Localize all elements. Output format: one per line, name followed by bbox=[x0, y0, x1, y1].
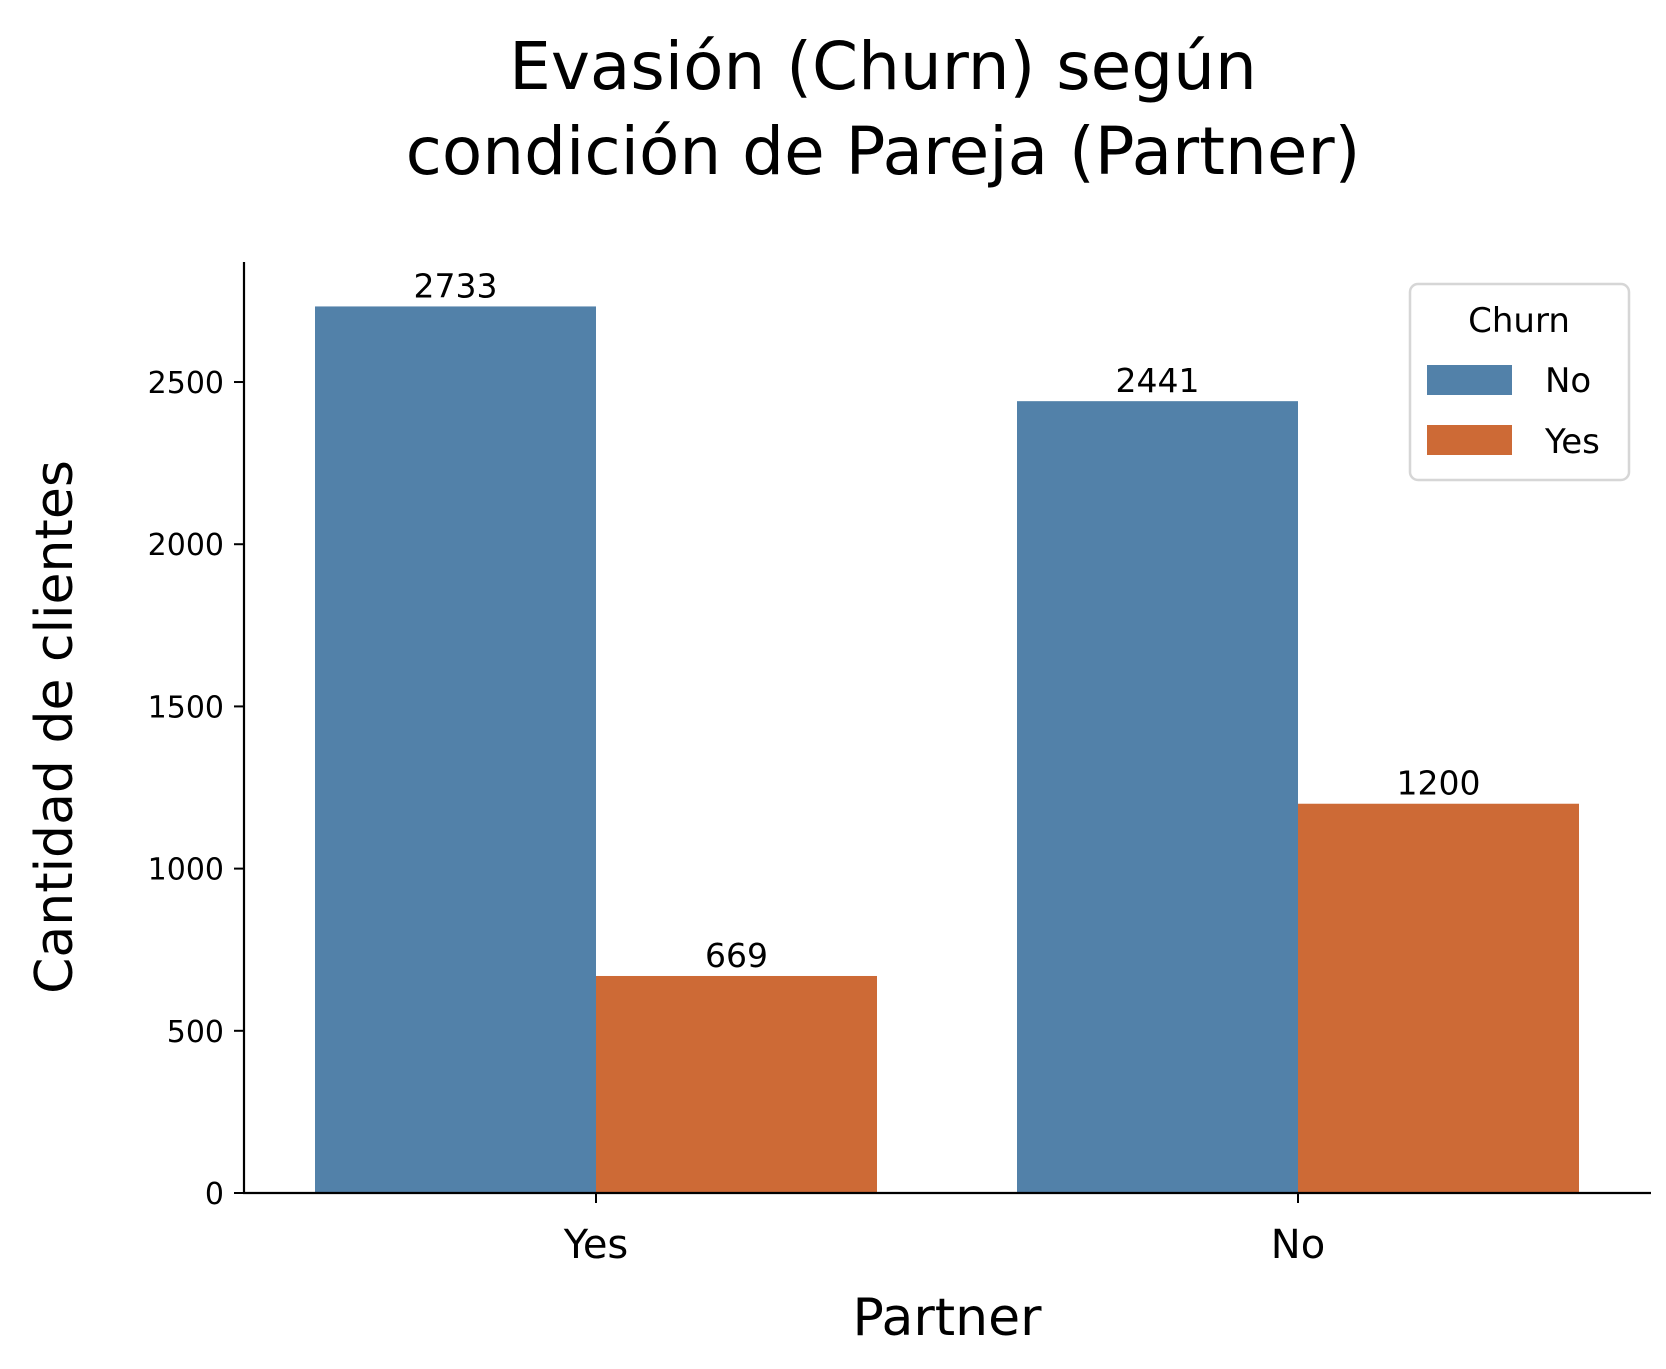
bar-value-label: 1200 bbox=[1397, 764, 1481, 803]
y-axis-label: Cantidad de clientes bbox=[25, 460, 85, 994]
chart-title-line-2: condición de Pareja (Partner) bbox=[406, 113, 1361, 190]
y-tick-label: 2000 bbox=[148, 528, 224, 563]
bar-partner-no-churn-no bbox=[1017, 401, 1298, 1193]
y-tick-label: 500 bbox=[167, 1015, 224, 1050]
bar-value-label: 2441 bbox=[1116, 361, 1200, 400]
y-axis-ticks: 0 500 1000 1500 2000 2500 bbox=[148, 366, 244, 1212]
bar-partner-yes-churn-no bbox=[315, 306, 596, 1193]
bar-value-label: 669 bbox=[705, 936, 768, 975]
chart-title-line-1: Evasión (Churn) según bbox=[509, 28, 1257, 105]
y-tick-label: 0 bbox=[205, 1177, 224, 1212]
y-tick-label: 1000 bbox=[148, 853, 224, 888]
x-tick-label: Yes bbox=[563, 1222, 629, 1268]
bar-partner-no-churn-yes bbox=[1298, 803, 1579, 1193]
bar-partner-yes-churn-yes bbox=[596, 975, 877, 1193]
legend: Churn No Yes bbox=[1408, 282, 1631, 482]
bar-labels-group: 2733 669 2441 1200 bbox=[414, 266, 1481, 975]
legend-label-yes: Yes bbox=[1544, 422, 1600, 462]
y-tick-label: 1500 bbox=[148, 690, 224, 725]
legend-swatch-yes bbox=[1427, 425, 1512, 455]
bar-value-label: 2733 bbox=[414, 266, 498, 305]
y-tick-label: 2500 bbox=[148, 366, 224, 401]
legend-title: Churn bbox=[1468, 301, 1570, 341]
x-axis-label: Partner bbox=[853, 1288, 1043, 1348]
bars-group bbox=[315, 306, 1579, 1193]
legend-swatch-no bbox=[1427, 365, 1512, 395]
x-tick-label: No bbox=[1271, 1222, 1325, 1268]
legend-label-no: No bbox=[1545, 361, 1591, 401]
x-axis-ticks: Yes No bbox=[563, 1193, 1325, 1268]
